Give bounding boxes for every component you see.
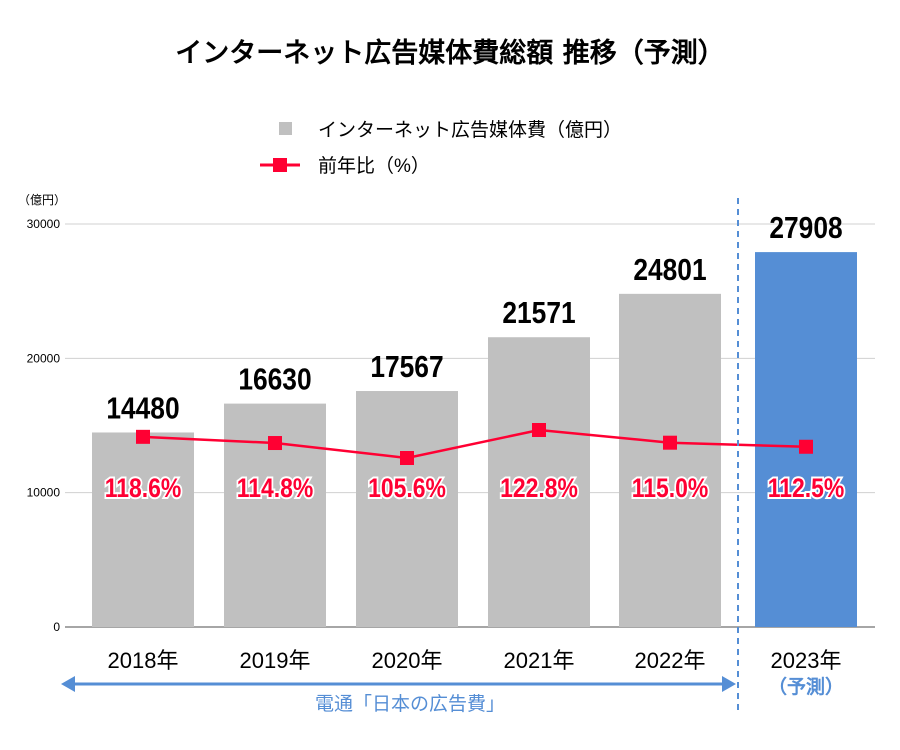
pct-label: 112.5% <box>768 473 845 503</box>
yoy-marker <box>532 422 546 437</box>
bar-2018年 <box>92 432 194 627</box>
chart-title: インターネット広告媒体費総額 推移（予測） <box>175 37 724 69</box>
bar-value-label: 21571 <box>502 296 575 330</box>
forecast-note: （予測） <box>768 675 844 698</box>
x-tick-label: 2020年 <box>372 648 443 673</box>
y-tick-label: 10000 <box>27 486 61 500</box>
pct-label: 118.6% <box>105 473 182 503</box>
yoy-marker <box>136 429 150 444</box>
bar-value-label: 24801 <box>633 253 706 287</box>
y-tick-label: 30000 <box>27 217 61 231</box>
yoy-line <box>142 428 807 460</box>
bar-value-label: 17567 <box>370 350 443 384</box>
bar-value-label: 27908 <box>769 211 842 245</box>
yoy-marker <box>663 435 677 450</box>
y-axis-unit-label: （億円） <box>18 193 66 207</box>
x-tick-label: 2018年 <box>108 648 179 673</box>
pct-label: 115.0% <box>632 473 709 503</box>
legend-line-label: 前年比（%） <box>318 155 430 177</box>
yoy-marker <box>400 451 414 465</box>
yoy-marker <box>268 436 282 451</box>
bar-value-label: 16630 <box>238 363 311 397</box>
legend-bar-label: インターネット広告媒体費（億円） <box>318 119 622 141</box>
bar-2021年 <box>488 337 590 627</box>
x-tick-label: 2021年 <box>504 648 575 673</box>
pct-label: 114.8% <box>237 473 314 503</box>
legend-bar-swatch <box>279 122 292 135</box>
bar-2020年 <box>356 391 458 627</box>
bar-value-label: 14480 <box>106 392 179 426</box>
y-tick-label: 0 <box>53 620 60 634</box>
x-tick-label: 2023年 <box>771 648 842 673</box>
pct-label: 105.6% <box>368 473 446 503</box>
x-tick-label: 2022年 <box>635 648 706 673</box>
bar-2022年 <box>619 293 721 627</box>
source-arrow <box>61 676 736 692</box>
yoy-marker <box>799 439 813 454</box>
source-annotation: 電通「日本の広告費」 <box>315 693 505 715</box>
bar-2023年 <box>755 252 857 627</box>
legend: インターネット広告媒体費（億円） 前年比（%） <box>260 119 622 177</box>
x-tick-label: 2019年 <box>240 648 311 673</box>
y-tick-label: 20000 <box>27 351 61 365</box>
legend-marker-swatch <box>273 158 287 172</box>
pct-label: 122.8% <box>500 473 578 503</box>
